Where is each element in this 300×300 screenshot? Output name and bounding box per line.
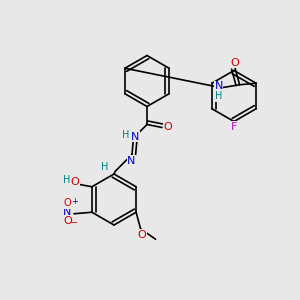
Text: H: H <box>215 91 222 101</box>
Text: N: N <box>214 81 223 91</box>
Text: +: + <box>71 197 78 206</box>
Text: O: O <box>63 216 72 226</box>
Text: H: H <box>101 162 109 172</box>
Text: N: N <box>63 207 71 217</box>
Text: O: O <box>164 122 172 133</box>
Text: O: O <box>64 198 71 208</box>
Text: H: H <box>122 130 130 140</box>
Text: H: H <box>63 175 71 185</box>
Text: N: N <box>127 155 136 166</box>
Text: −: − <box>70 218 79 228</box>
Text: N: N <box>131 131 139 142</box>
Text: O: O <box>70 177 79 187</box>
Text: O: O <box>231 58 239 68</box>
Text: F: F <box>231 122 237 132</box>
Text: O: O <box>138 230 146 240</box>
